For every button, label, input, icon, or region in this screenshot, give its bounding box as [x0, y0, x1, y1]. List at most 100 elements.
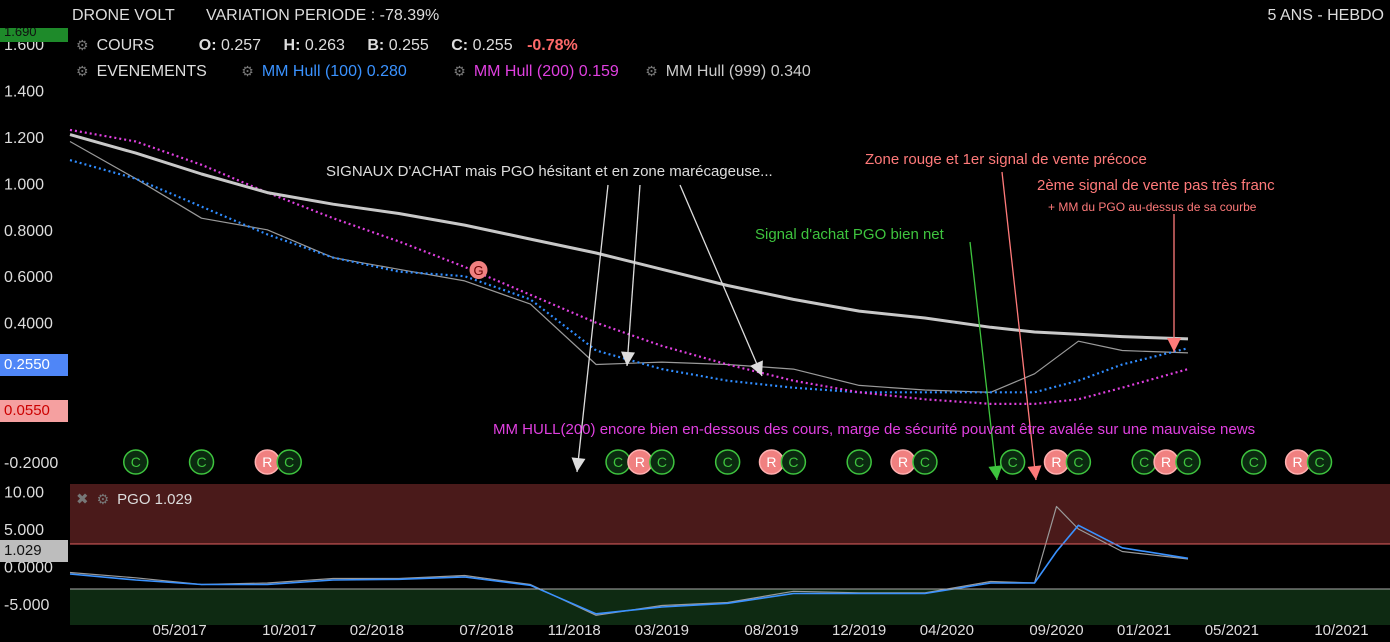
price-tick-label: 1.000: [4, 176, 44, 193]
ohlc-high: H: 0.263: [283, 37, 345, 54]
arrow-vente2-head: [1167, 338, 1181, 352]
price-line: [69, 140, 1189, 393]
buy-signal-marker[interactable]: [714, 449, 741, 475]
mm200-line: [69, 128, 1189, 405]
time-tick-label: 11/2018: [548, 622, 601, 639]
arrow-achat-net: [969, 241, 998, 481]
buy-signal-marker[interactable]: [780, 449, 807, 475]
pgo-tick-label: 0.0000: [4, 560, 53, 577]
cours-legend: ⚙ COURS O: 0.257 H: 0.263 B: 0.255 C: 0.2…: [76, 37, 578, 55]
gear-icon[interactable]: ⚙: [645, 63, 658, 79]
signal-marker-label: C: [1249, 454, 1259, 470]
price-tick-label: 1.200: [4, 130, 44, 147]
ohlc-low: B: 0.255: [367, 37, 429, 54]
signal-marker-label: R: [1293, 454, 1303, 470]
gear-icon[interactable]: ⚙: [76, 63, 89, 79]
arrow-achat-2: [626, 184, 641, 367]
mm200-legend: MM Hull (200) 0.159: [473, 63, 619, 80]
period-selector[interactable]: 5 ANS - HEBDO: [1267, 7, 1384, 24]
buy-signal-marker[interactable]: [1241, 449, 1267, 475]
signal-markers[interactable]: C C R C C R C C R C C R C C R C C R C C R CG: [123, 261, 1333, 475]
ohlc-change: -0.78%: [527, 37, 578, 54]
annotation-vente2: 2ème signal de vente pas très franc: [1037, 177, 1275, 194]
annotation-achat-signals: SIGNAUX D'ACHAT mais PGO hésitant et en …: [326, 163, 773, 180]
price-axis: 1.6001.4001.2001.0000.80000.60000.4000-0…: [4, 37, 58, 472]
annotation-mm200: MM HULL(200) encore bien en-dessous des …: [493, 421, 1256, 438]
pgo-tick-label: -5.000: [4, 597, 49, 614]
time-tick-label: 04/2020: [920, 622, 974, 639]
arrow-zone-rouge-head: [1027, 465, 1042, 480]
ohlc-open: O: 0.257: [198, 37, 262, 54]
signal-marker-label: C: [1314, 454, 1324, 470]
pgo-red-zone: [70, 484, 1390, 544]
time-tick-label: 09/2020: [1029, 622, 1083, 639]
signal-marker-label: C: [723, 454, 733, 470]
mm999-line: [69, 133, 1189, 341]
buy-signal-marker[interactable]: [276, 449, 302, 475]
pgo-line: [69, 505, 1189, 616]
price-series-group: [69, 128, 1189, 405]
buy-signal-marker[interactable]: [188, 449, 215, 475]
price-tick-label: 1.400: [4, 83, 44, 100]
price-tick-label: -0.2000: [4, 455, 58, 472]
signal-marker-label: R: [262, 454, 272, 470]
signal-marker-label: R: [766, 454, 776, 470]
pgo-series-group: [69, 505, 1189, 616]
arrow-zone-rouge: [1001, 171, 1037, 481]
buy-signal-marker[interactable]: [123, 449, 149, 475]
cours-label: COURS: [96, 37, 155, 54]
buy-signal-marker[interactable]: [1306, 449, 1333, 475]
buy-signal-marker[interactable]: [846, 449, 872, 475]
pgo-tick-label: 10.00: [4, 485, 44, 502]
signal-marker-label: C: [854, 454, 864, 470]
time-tick-label: 03/2019: [635, 622, 689, 639]
time-tick-label: 10/2017: [262, 622, 316, 639]
price-tick-label: 0.4000: [4, 316, 53, 333]
current-price-badge: 0.2550: [0, 354, 68, 376]
pgo-legend: ✖ ⚙ PGO 1.029: [76, 491, 193, 508]
price-tick-label: 0.6000: [4, 269, 53, 286]
variation-label: VARIATION PERIODE : -78.39%: [206, 7, 440, 24]
arrow-achat-3-head: [750, 360, 763, 376]
annotation-achat-net: Signal d'achat PGO bien net: [755, 226, 944, 243]
annotation-zone-rouge: Zone rouge et 1er signal de vente précoc…: [865, 151, 1147, 168]
price-tick-label: 0.8000: [4, 223, 53, 240]
time-tick-label: 08/2019: [744, 622, 798, 639]
events-label: EVENEMENTS: [96, 63, 207, 80]
gear-icon[interactable]: ⚙: [453, 63, 466, 79]
gear-icon[interactable]: ⚙: [96, 491, 110, 507]
buy-signal-marker[interactable]: [1065, 449, 1092, 475]
close-icon[interactable]: ✖: [76, 491, 89, 508]
mm100-line: [69, 159, 1189, 394]
signal-marker-label: C: [1139, 454, 1149, 470]
signal-marker-label: R: [898, 454, 908, 470]
annotation-arrows: [571, 171, 1181, 481]
gear-icon[interactable]: ⚙: [241, 63, 254, 79]
buy-signal-marker[interactable]: [1175, 449, 1201, 475]
arrow-achat-3: [679, 184, 763, 377]
buy-signal-marker[interactable]: [912, 449, 938, 475]
ohlc-close: C: 0.255: [451, 37, 513, 54]
time-tick-label: 12/2019: [832, 622, 886, 639]
pgo_ma-line: [69, 524, 1189, 615]
gear-icon[interactable]: ⚙: [76, 37, 89, 53]
buy-signal-marker[interactable]: [999, 449, 1026, 475]
arrow-achat-net-head: [988, 465, 1003, 480]
pgo-axis: 10.00 5.000 0.0000 -5.000: [4, 485, 53, 615]
signal-marker-label: C: [1073, 454, 1083, 470]
pgo-value-badge: 1.029: [0, 540, 68, 562]
arrow-achat-1: [576, 184, 609, 473]
time-tick-label: 05/2017: [152, 622, 206, 639]
signal-marker-label: C: [1008, 454, 1018, 470]
signal-marker-label: R: [635, 454, 645, 470]
instrument-name: DRONE VOLT: [72, 7, 175, 24]
mm100-legend: MM Hull (100) 0.280: [261, 63, 407, 80]
time-tick-label: 10/2021: [1314, 622, 1368, 639]
time-axis: 05/2017 10/2017 02/2018 07/2018 11/2018 03/20…: [152, 622, 1368, 639]
event-marker[interactable]: [469, 261, 488, 279]
time-tick-label: 02/2018: [350, 622, 404, 639]
buy-signal-marker[interactable]: [649, 449, 675, 475]
signal-marker-label: R: [1161, 454, 1171, 470]
signal-marker-label: C: [788, 454, 798, 470]
